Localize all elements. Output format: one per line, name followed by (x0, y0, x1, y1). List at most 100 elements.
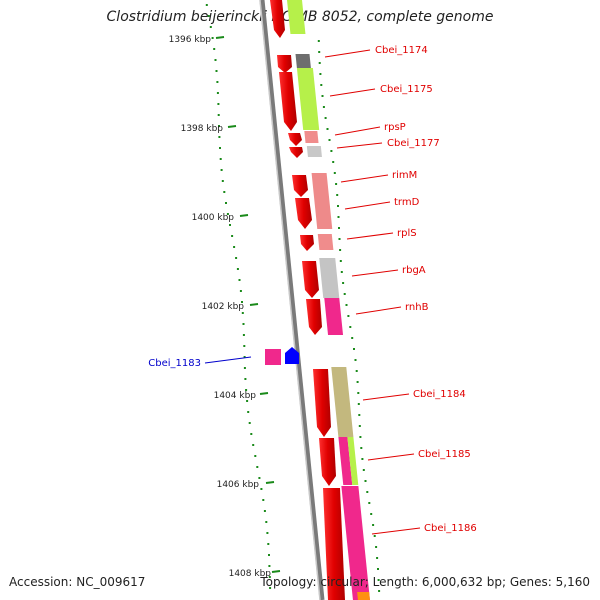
gc-dot (256, 466, 259, 468)
gc-dot (319, 73, 322, 75)
cds-arrow[interactable] (300, 235, 314, 251)
gc-dot (269, 587, 272, 589)
cds-reverse-track (265, 347, 299, 365)
tick-1404: 1404 kbp (214, 391, 269, 401)
gene-label-cbei-1184[interactable]: Cbei_1184 (413, 389, 466, 400)
gc-dot (328, 139, 331, 141)
cds-arrow[interactable] (277, 55, 292, 73)
gc-dot (254, 455, 257, 457)
gene-label-cbei-1185[interactable]: Cbei_1185 (418, 449, 471, 460)
gene-label-cbei-1175[interactable]: Cbei_1175 (380, 84, 433, 95)
gene-label-rnhb[interactable]: rnhB (405, 302, 429, 313)
gc-dot (378, 590, 381, 592)
gc-dot (337, 205, 339, 207)
gc-dot (265, 521, 268, 523)
gc-dot (260, 488, 263, 490)
feature-block[interactable] (306, 146, 322, 157)
feature-block[interactable] (331, 367, 354, 437)
cds-arrow[interactable] (289, 147, 303, 158)
gc-dot (235, 257, 238, 259)
gene-label-rpls[interactable]: rplS (397, 228, 417, 239)
gc-dot (342, 282, 345, 284)
gc-dot (368, 502, 371, 504)
gc-dot (219, 147, 221, 149)
gc-dot (321, 95, 324, 97)
gc-dot (205, 4, 208, 6)
cds-arrow[interactable] (288, 133, 302, 146)
gc-dot (268, 576, 271, 578)
gene-label-rimm[interactable]: rimM (392, 170, 417, 181)
gc-dot (218, 125, 220, 127)
gc-dot (376, 557, 379, 559)
feature-block[interactable] (287, 0, 306, 34)
feature-block[interactable] (341, 486, 370, 600)
feature-block[interactable] (357, 592, 370, 600)
gc-dot (211, 37, 214, 39)
cds-arrow[interactable] (279, 72, 297, 131)
feature-block[interactable] (324, 298, 344, 335)
gene-labels: Cbei_1174 Cbei_1175 rpsP Cbei_1177 rimM … (148, 45, 477, 535)
gene-label-cbei-1186[interactable]: Cbei_1186 (424, 523, 477, 534)
gene-label-trmd[interactable]: trmD (394, 197, 420, 208)
gc-dot (213, 48, 216, 50)
feature-block[interactable] (265, 349, 281, 365)
gc-dot (366, 491, 369, 493)
genome-backbone (259, 0, 325, 600)
cds-arrow[interactable] (306, 299, 322, 335)
cds-arrow[interactable] (302, 261, 319, 298)
tick-1402: 1402 kbp (202, 302, 259, 312)
feature-block[interactable] (311, 173, 333, 229)
gc-dot (357, 403, 360, 405)
gc-dot (242, 334, 245, 336)
feature-block[interactable] (295, 54, 311, 68)
gc-dot (377, 579, 380, 581)
gc-dot (244, 378, 247, 380)
feature-block[interactable] (319, 258, 340, 298)
gene-label-cbei-1174[interactable]: Cbei_1174 (375, 45, 428, 56)
cds-arrow[interactable] (292, 175, 308, 197)
gc-dot (338, 238, 341, 240)
gc-dot (370, 513, 373, 515)
cds-arrow[interactable] (323, 488, 345, 600)
gc-dot (358, 414, 361, 416)
feature-block[interactable] (338, 437, 353, 485)
gc-dot (236, 268, 239, 270)
cds-arrow[interactable] (319, 438, 336, 486)
feature-block[interactable] (317, 234, 334, 250)
gc-dot (268, 554, 270, 556)
gc-dot (335, 183, 338, 185)
tick-label: 1404 kbp (214, 391, 257, 401)
cds-arrow[interactable] (313, 369, 331, 437)
tick-1398: 1398 kbp (181, 124, 237, 134)
cds-arrow-reverse[interactable] (285, 347, 299, 364)
tick-label: 1406 kbp (217, 480, 260, 490)
gene-label-rpsp[interactable]: rpsP (384, 122, 406, 133)
gc-dot (338, 227, 340, 229)
gc-dot (252, 444, 255, 446)
gc-dot (225, 202, 227, 204)
gene-label-rbga[interactable]: rbgA (402, 265, 426, 276)
feature-block[interactable] (347, 437, 359, 485)
gc-dot (361, 458, 364, 460)
gc-dot (324, 117, 327, 119)
feature-block[interactable] (296, 68, 320, 130)
gc-dot (233, 246, 236, 248)
genome-summary-label: Topology: circular; Length: 6,000,632 bp… (260, 575, 590, 589)
gc-dot (349, 326, 352, 328)
gc-dot (216, 81, 219, 83)
gc-dot (337, 216, 340, 218)
gene-label-cbei-1183[interactable]: Cbei_1183 (148, 358, 201, 369)
cds-arrow[interactable] (270, 0, 285, 38)
gc-dot (241, 301, 243, 303)
gc-dot (377, 568, 379, 570)
gc-dot (217, 103, 220, 105)
tick-label: 1396 kbp (169, 35, 212, 45)
tick-label: 1402 kbp (202, 302, 245, 312)
gc-dot (262, 499, 265, 501)
cds-arrow[interactable] (295, 198, 312, 229)
gc-dot (263, 510, 266, 512)
feature-block[interactable] (304, 131, 319, 143)
gene-label-cbei-1177[interactable]: Cbei_1177 (387, 138, 440, 149)
gc-dot (242, 323, 245, 325)
